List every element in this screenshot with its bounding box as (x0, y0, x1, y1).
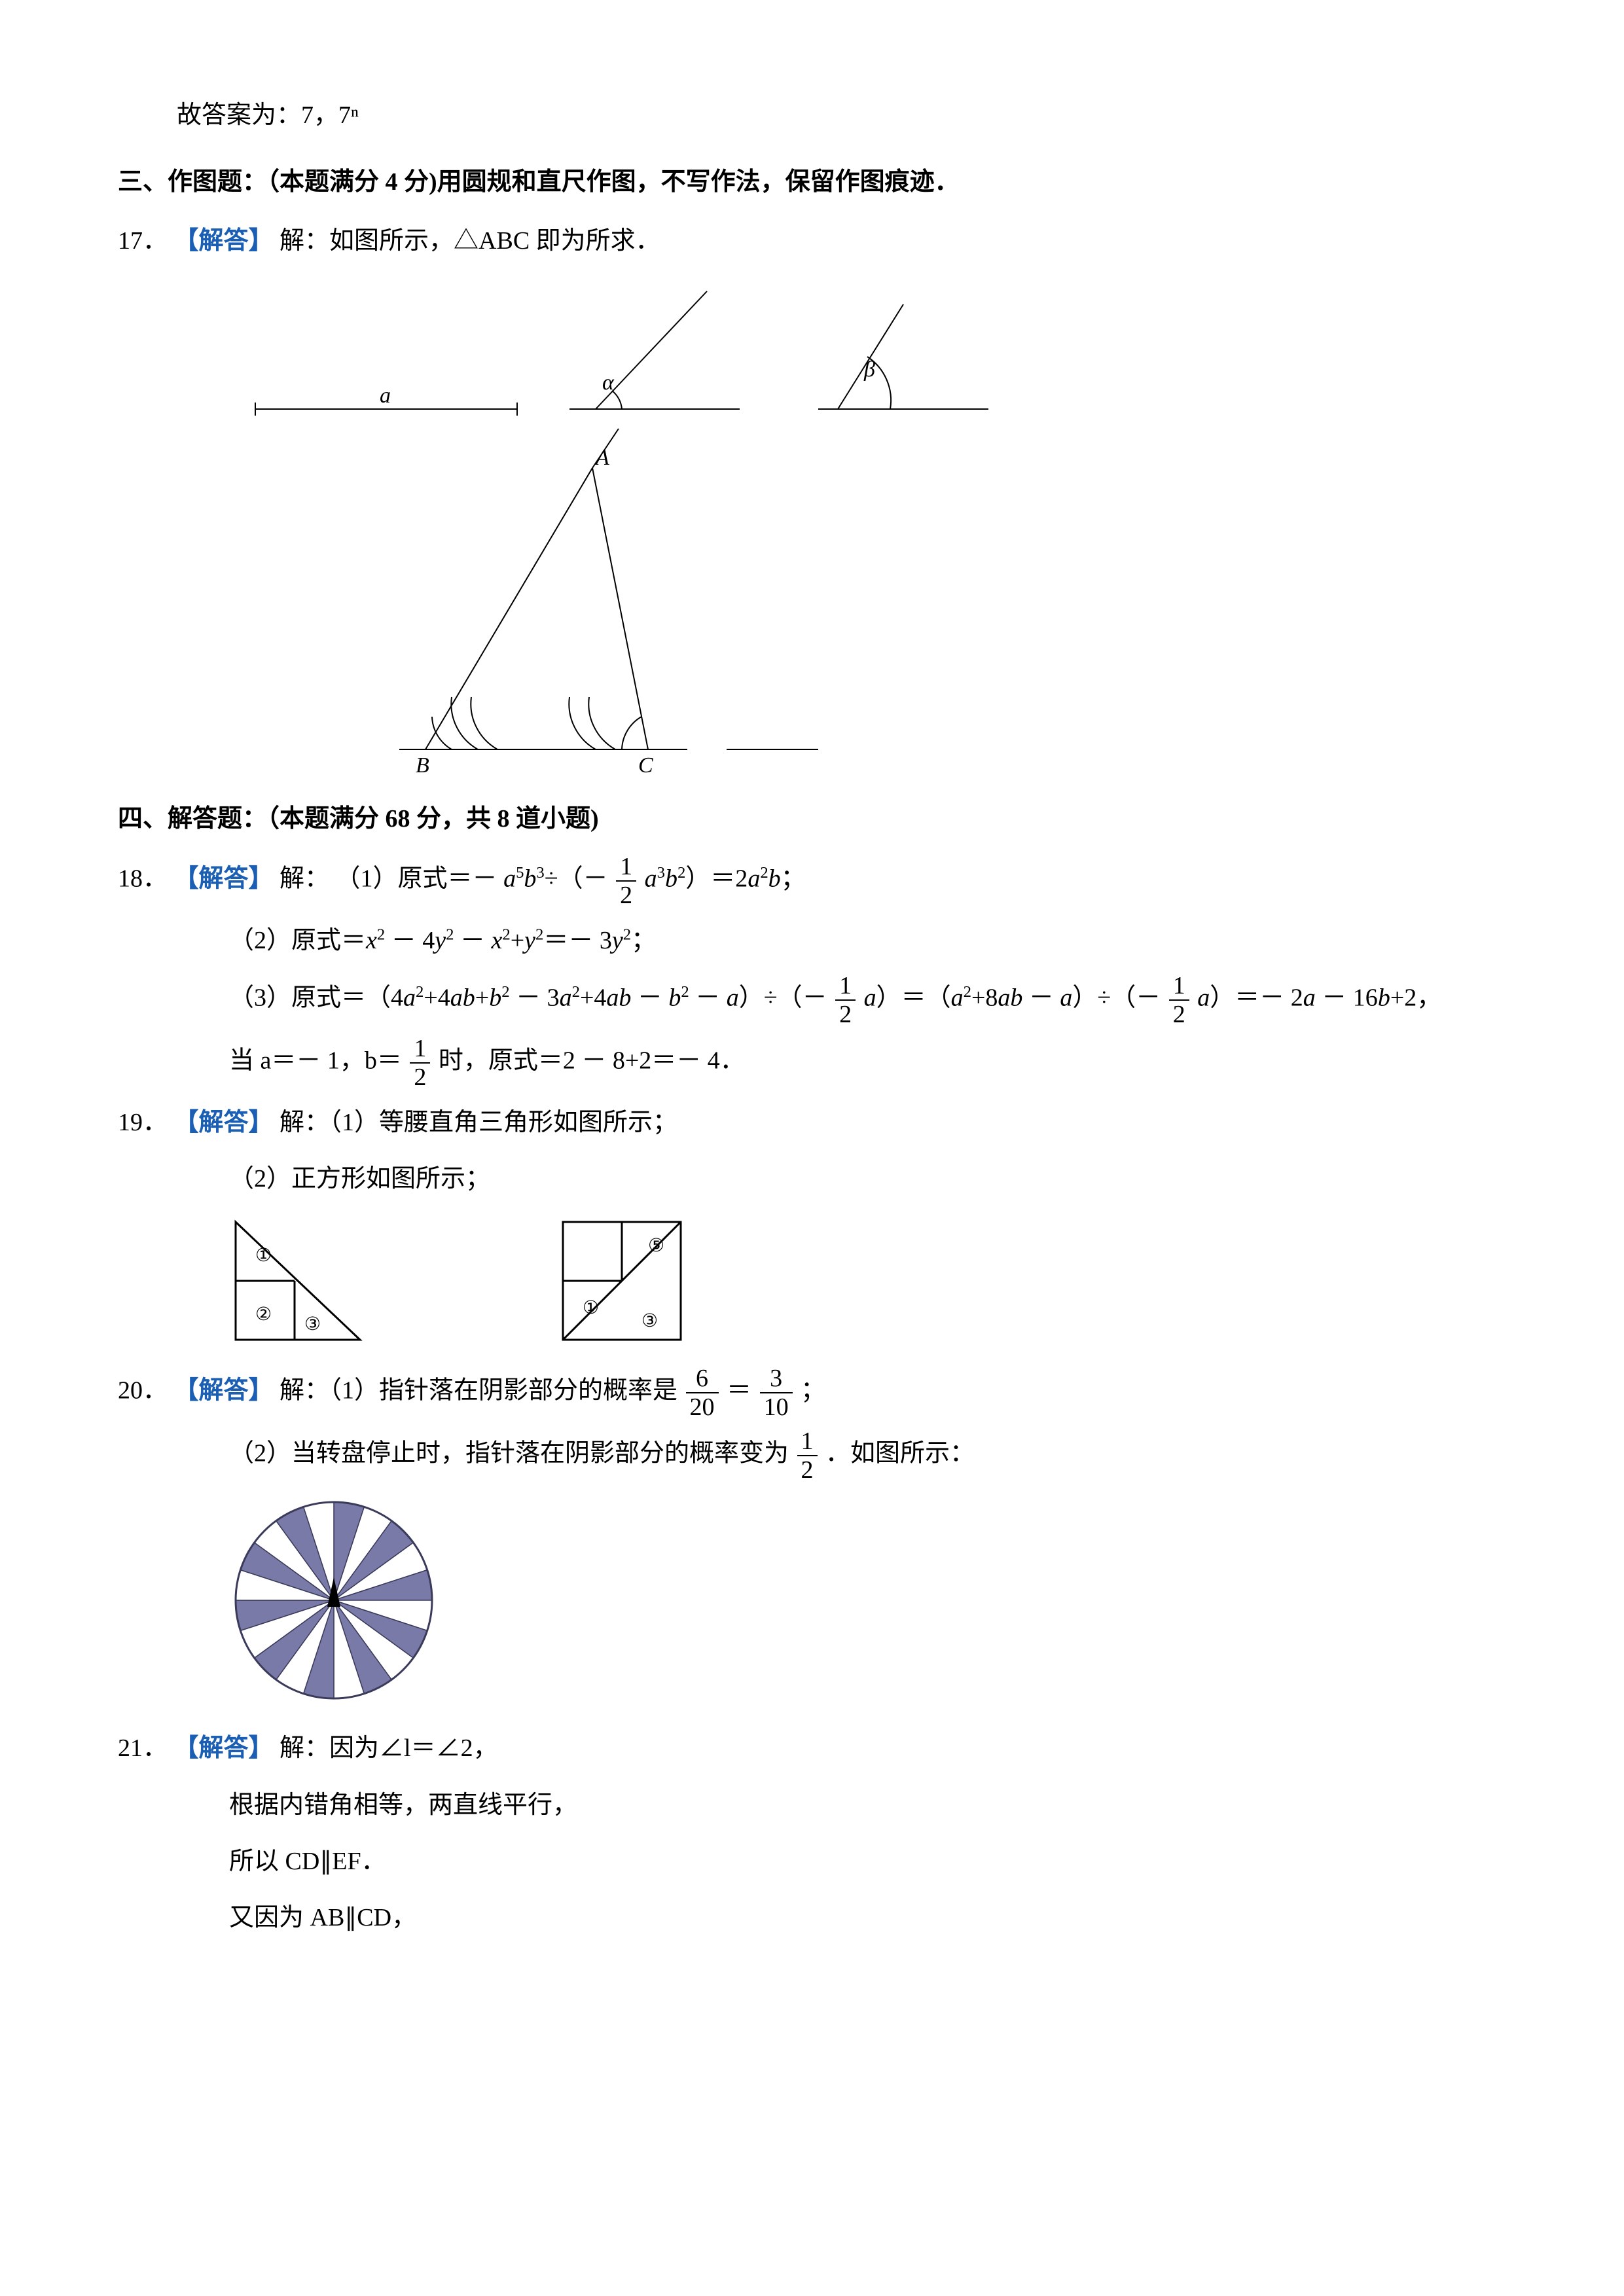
q21-line4: 又因为 AB∥CD， (118, 1894, 1506, 1941)
top-note: 故答案为：7，7ⁿ (118, 92, 1506, 139)
q18-p4b: 时，原式＝2 － 8+2＝－ 4． (439, 1047, 745, 1075)
q21-num: 21． (118, 1734, 168, 1762)
q21-line1: 21． 【解答】 解：因为∠l＝∠2， (118, 1725, 1506, 1772)
q20-wheel (229, 1496, 439, 1705)
q17-figure-row: a α β A B C (229, 278, 1506, 776)
frac-6-20: 620 (686, 1366, 719, 1420)
svg-text:⑤: ⑤ (648, 1236, 664, 1256)
q17-figure: a α β A B C (229, 278, 1015, 776)
q20-wheel-wrap (229, 1496, 1506, 1705)
frac-1-2d: 12 (410, 1036, 430, 1090)
q17-num: 17． (118, 227, 168, 255)
answer-label: 【解答】 (174, 1109, 274, 1136)
q20-p2b: ．如图所示： (825, 1440, 975, 1467)
q20-eq: ＝ (727, 1377, 751, 1405)
section3-heading: 三、作图题：（本题满分 4 分)用圆规和直尺作图，不写作法，保留作图痕迹． (118, 158, 1506, 206)
q17-text: 解：如图所示，△ABC 即为所求． (280, 227, 660, 255)
svg-text:②: ② (255, 1304, 272, 1325)
q20-p2a: （2）当转盘停止时，指针落在阴影部分的概率变为 (229, 1440, 789, 1467)
svg-text:③: ③ (641, 1311, 658, 1331)
section4-heading: 四、解答题：（本题满分 68 分，共 8 道小题) (118, 795, 1506, 842)
svg-text:A: A (594, 446, 609, 470)
q20-line2: （2）当转盘停止时，指针落在阴影部分的概率变为 12 ．如图所示： (118, 1429, 1506, 1482)
answer-label: 【解答】 (174, 227, 274, 255)
svg-text:B: B (416, 753, 429, 776)
q20-line1: 20． 【解答】 解：（1）指针落在阴影部分的概率是 620 ＝ 310 ； (118, 1366, 1506, 1420)
q18-p1-e1: a (503, 865, 516, 892)
q18-line2: （2）原式＝x2 － 4y2 － x2+y2＝－ 3y2； (118, 917, 1506, 964)
q19-p1: 解：（1）等腰直角三角形如图所示； (280, 1109, 677, 1136)
svg-text:①: ① (583, 1298, 599, 1318)
q20-p1b: ； (801, 1377, 825, 1405)
q19-line1: 19． 【解答】 解：（1）等腰直角三角形如图所示； (118, 1099, 1506, 1146)
q19-line2: （2）正方形如图所示； (118, 1155, 1506, 1202)
q21-line2: 根据内错角相等，两直线平行， (118, 1782, 1506, 1829)
q17-line: 17． 【解答】 解：如图所示，△ABC 即为所求． (118, 217, 1506, 264)
q18-p4a: 当 a＝－ 1，b＝ (229, 1047, 402, 1075)
q19-fig2: ① ③ ⑤ (556, 1215, 687, 1346)
q20-p1a: 解：（1）指针落在阴影部分的概率是 (280, 1377, 677, 1405)
q18-line4: 当 a＝－ 1，b＝ 12 时，原式＝2 － 8+2＝－ 4． (118, 1036, 1506, 1090)
svg-text:a: a (380, 384, 391, 408)
answer-label: 【解答】 (174, 1377, 274, 1405)
q18-num: 18． (118, 865, 168, 892)
top-note-text: 故答案为：7，7ⁿ (177, 101, 359, 129)
svg-text:③: ③ (304, 1314, 321, 1335)
frac-3-10: 310 (760, 1366, 793, 1420)
frac-1-2e: 12 (797, 1429, 818, 1482)
svg-text:C: C (638, 753, 653, 776)
q19-num: 19． (118, 1109, 168, 1136)
svg-text:①: ① (255, 1246, 272, 1266)
q21-p1: 解：因为∠l＝∠2， (280, 1734, 498, 1762)
q18-p1-prefix: （1）原式＝－ (336, 865, 504, 892)
q18-line3: （3）原式＝（4a2+4ab+b2 － 3a2+4ab － b2 － a）÷（－… (118, 973, 1506, 1027)
answer-label: 【解答】 (174, 1734, 274, 1762)
frac-1-2b: 12 (835, 973, 856, 1027)
frac-1-2: 12 (616, 854, 636, 908)
frac-1-2c: 12 (1169, 973, 1189, 1027)
q18-intro: 解： (280, 865, 329, 892)
answer-label: 【解答】 (174, 865, 274, 892)
q21-line3: 所以 CD∥EF． (118, 1838, 1506, 1885)
svg-text:β: β (863, 357, 875, 382)
q19-figures: ① ② ③ ① ③ ⑤ (229, 1215, 1506, 1346)
svg-text:α: α (602, 370, 615, 395)
q20-num: 20． (118, 1377, 168, 1405)
q18-line1: 18． 【解答】 解： （1）原式＝－ a5b3÷（－ 12 a3b2）＝2a2… (118, 854, 1506, 908)
q19-fig1: ① ② ③ (229, 1215, 373, 1346)
